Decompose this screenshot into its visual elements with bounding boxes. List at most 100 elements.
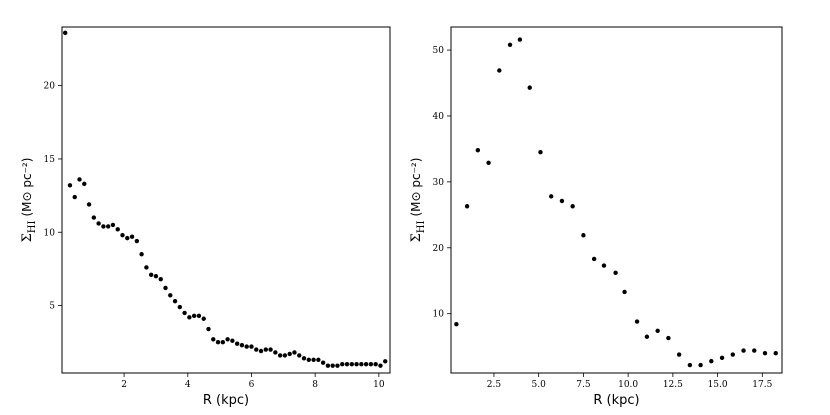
data-point bbox=[741, 348, 746, 353]
data-point bbox=[282, 353, 288, 358]
data-point bbox=[163, 285, 168, 291]
data-point bbox=[158, 276, 163, 282]
x-tick-label: 10 bbox=[373, 380, 385, 390]
data-point bbox=[752, 348, 757, 353]
data-point bbox=[182, 310, 187, 316]
y-tick-label: 15 bbox=[44, 155, 56, 165]
y-axis-label-symbol: Σ bbox=[20, 233, 35, 242]
data-point bbox=[105, 224, 111, 229]
x-tick-label: 10.0 bbox=[618, 380, 638, 390]
data-point bbox=[475, 148, 481, 153]
x-tick-label: 8 bbox=[312, 380, 318, 390]
data-point bbox=[254, 347, 259, 352]
data-point bbox=[187, 315, 192, 320]
data-point bbox=[601, 263, 607, 268]
data-point bbox=[148, 272, 154, 277]
y-axis-label-unit: (M⊙ pc⁻²) bbox=[409, 158, 423, 217]
data-point bbox=[91, 215, 97, 220]
left-scatter-panel: 2 4 6 8 10 5 10 15 20 R (kpc) ΣHI (M⊙ pc⁻²) bbox=[20, 26, 391, 408]
data-point bbox=[196, 313, 202, 319]
data-point bbox=[709, 358, 714, 364]
data-point bbox=[297, 353, 302, 358]
data-point bbox=[335, 363, 340, 368]
y-tick-label: 30 bbox=[433, 178, 445, 188]
data-point bbox=[719, 355, 725, 361]
data-point bbox=[168, 293, 173, 298]
data-point bbox=[378, 363, 383, 368]
data-point bbox=[110, 222, 116, 228]
data-point bbox=[570, 204, 575, 209]
data-point bbox=[454, 322, 459, 327]
x-tick-label: 7.5 bbox=[576, 380, 591, 390]
data-point bbox=[225, 337, 230, 342]
data-point bbox=[287, 351, 292, 357]
data-point bbox=[129, 234, 135, 239]
data-point bbox=[581, 233, 586, 238]
y-axis-label-subscript: HI bbox=[27, 220, 38, 233]
data-point bbox=[301, 356, 307, 361]
data-point bbox=[277, 353, 283, 358]
data-point bbox=[234, 341, 240, 346]
y-tick-label: 20 bbox=[433, 244, 445, 254]
data-point bbox=[622, 289, 627, 295]
y-axis-label-symbol: Σ bbox=[409, 233, 424, 242]
y-axis-label: ΣHI (M⊙ pc⁻²) bbox=[20, 158, 38, 243]
data-point bbox=[220, 340, 226, 345]
data-point bbox=[101, 224, 106, 229]
data-point bbox=[383, 359, 388, 364]
data-point bbox=[330, 363, 335, 368]
data-point bbox=[177, 304, 183, 310]
x-tick-label: 2.5 bbox=[487, 380, 502, 390]
data-point bbox=[655, 328, 660, 334]
y-tick-label: 20 bbox=[44, 82, 56, 92]
data-point bbox=[249, 344, 254, 349]
data-point bbox=[82, 181, 87, 187]
data-point bbox=[359, 362, 364, 367]
x-tick-label: 17.5 bbox=[752, 380, 772, 390]
data-point bbox=[258, 348, 264, 354]
y-axis-label-unit: (M⊙ pc⁻²) bbox=[20, 158, 34, 217]
y-tick-label: 50 bbox=[433, 46, 445, 56]
data-point bbox=[527, 85, 532, 90]
data-point bbox=[86, 202, 92, 207]
data-point bbox=[268, 347, 273, 352]
data-point bbox=[548, 194, 554, 199]
data-point bbox=[67, 183, 73, 188]
data-point bbox=[263, 347, 269, 352]
data-point bbox=[325, 363, 331, 368]
data-point bbox=[666, 335, 671, 341]
y-axis-label-subscript: HI bbox=[416, 220, 427, 233]
data-point bbox=[134, 238, 140, 244]
data-point bbox=[120, 232, 125, 238]
x-tick-label: 15.0 bbox=[708, 380, 728, 390]
data-point bbox=[613, 270, 618, 276]
data-point bbox=[153, 274, 159, 279]
data-point bbox=[497, 68, 502, 73]
data-point bbox=[211, 337, 216, 342]
y-tick-label: 10 bbox=[433, 310, 445, 320]
data-point bbox=[206, 326, 211, 332]
data-point bbox=[316, 357, 321, 363]
data-point bbox=[201, 316, 206, 321]
data-point bbox=[215, 340, 221, 345]
data-point bbox=[344, 362, 350, 367]
y-tick-label: 40 bbox=[433, 112, 445, 122]
data-point bbox=[62, 30, 68, 36]
data-point bbox=[730, 352, 735, 357]
x-tick-label: 5.0 bbox=[532, 380, 547, 390]
data-point bbox=[139, 252, 144, 257]
data-point bbox=[538, 150, 543, 155]
data-point bbox=[762, 351, 768, 356]
data-point bbox=[230, 338, 235, 343]
data-point bbox=[464, 204, 470, 209]
data-point bbox=[591, 256, 597, 262]
y-axis-label: ΣHI (M⊙ pc⁻²) bbox=[409, 158, 427, 243]
data-point bbox=[292, 350, 297, 355]
data-point bbox=[311, 357, 316, 363]
data-point bbox=[115, 227, 120, 232]
data-point bbox=[559, 198, 565, 204]
data-point bbox=[349, 362, 354, 367]
data-point bbox=[244, 344, 249, 349]
data-point bbox=[486, 160, 491, 165]
